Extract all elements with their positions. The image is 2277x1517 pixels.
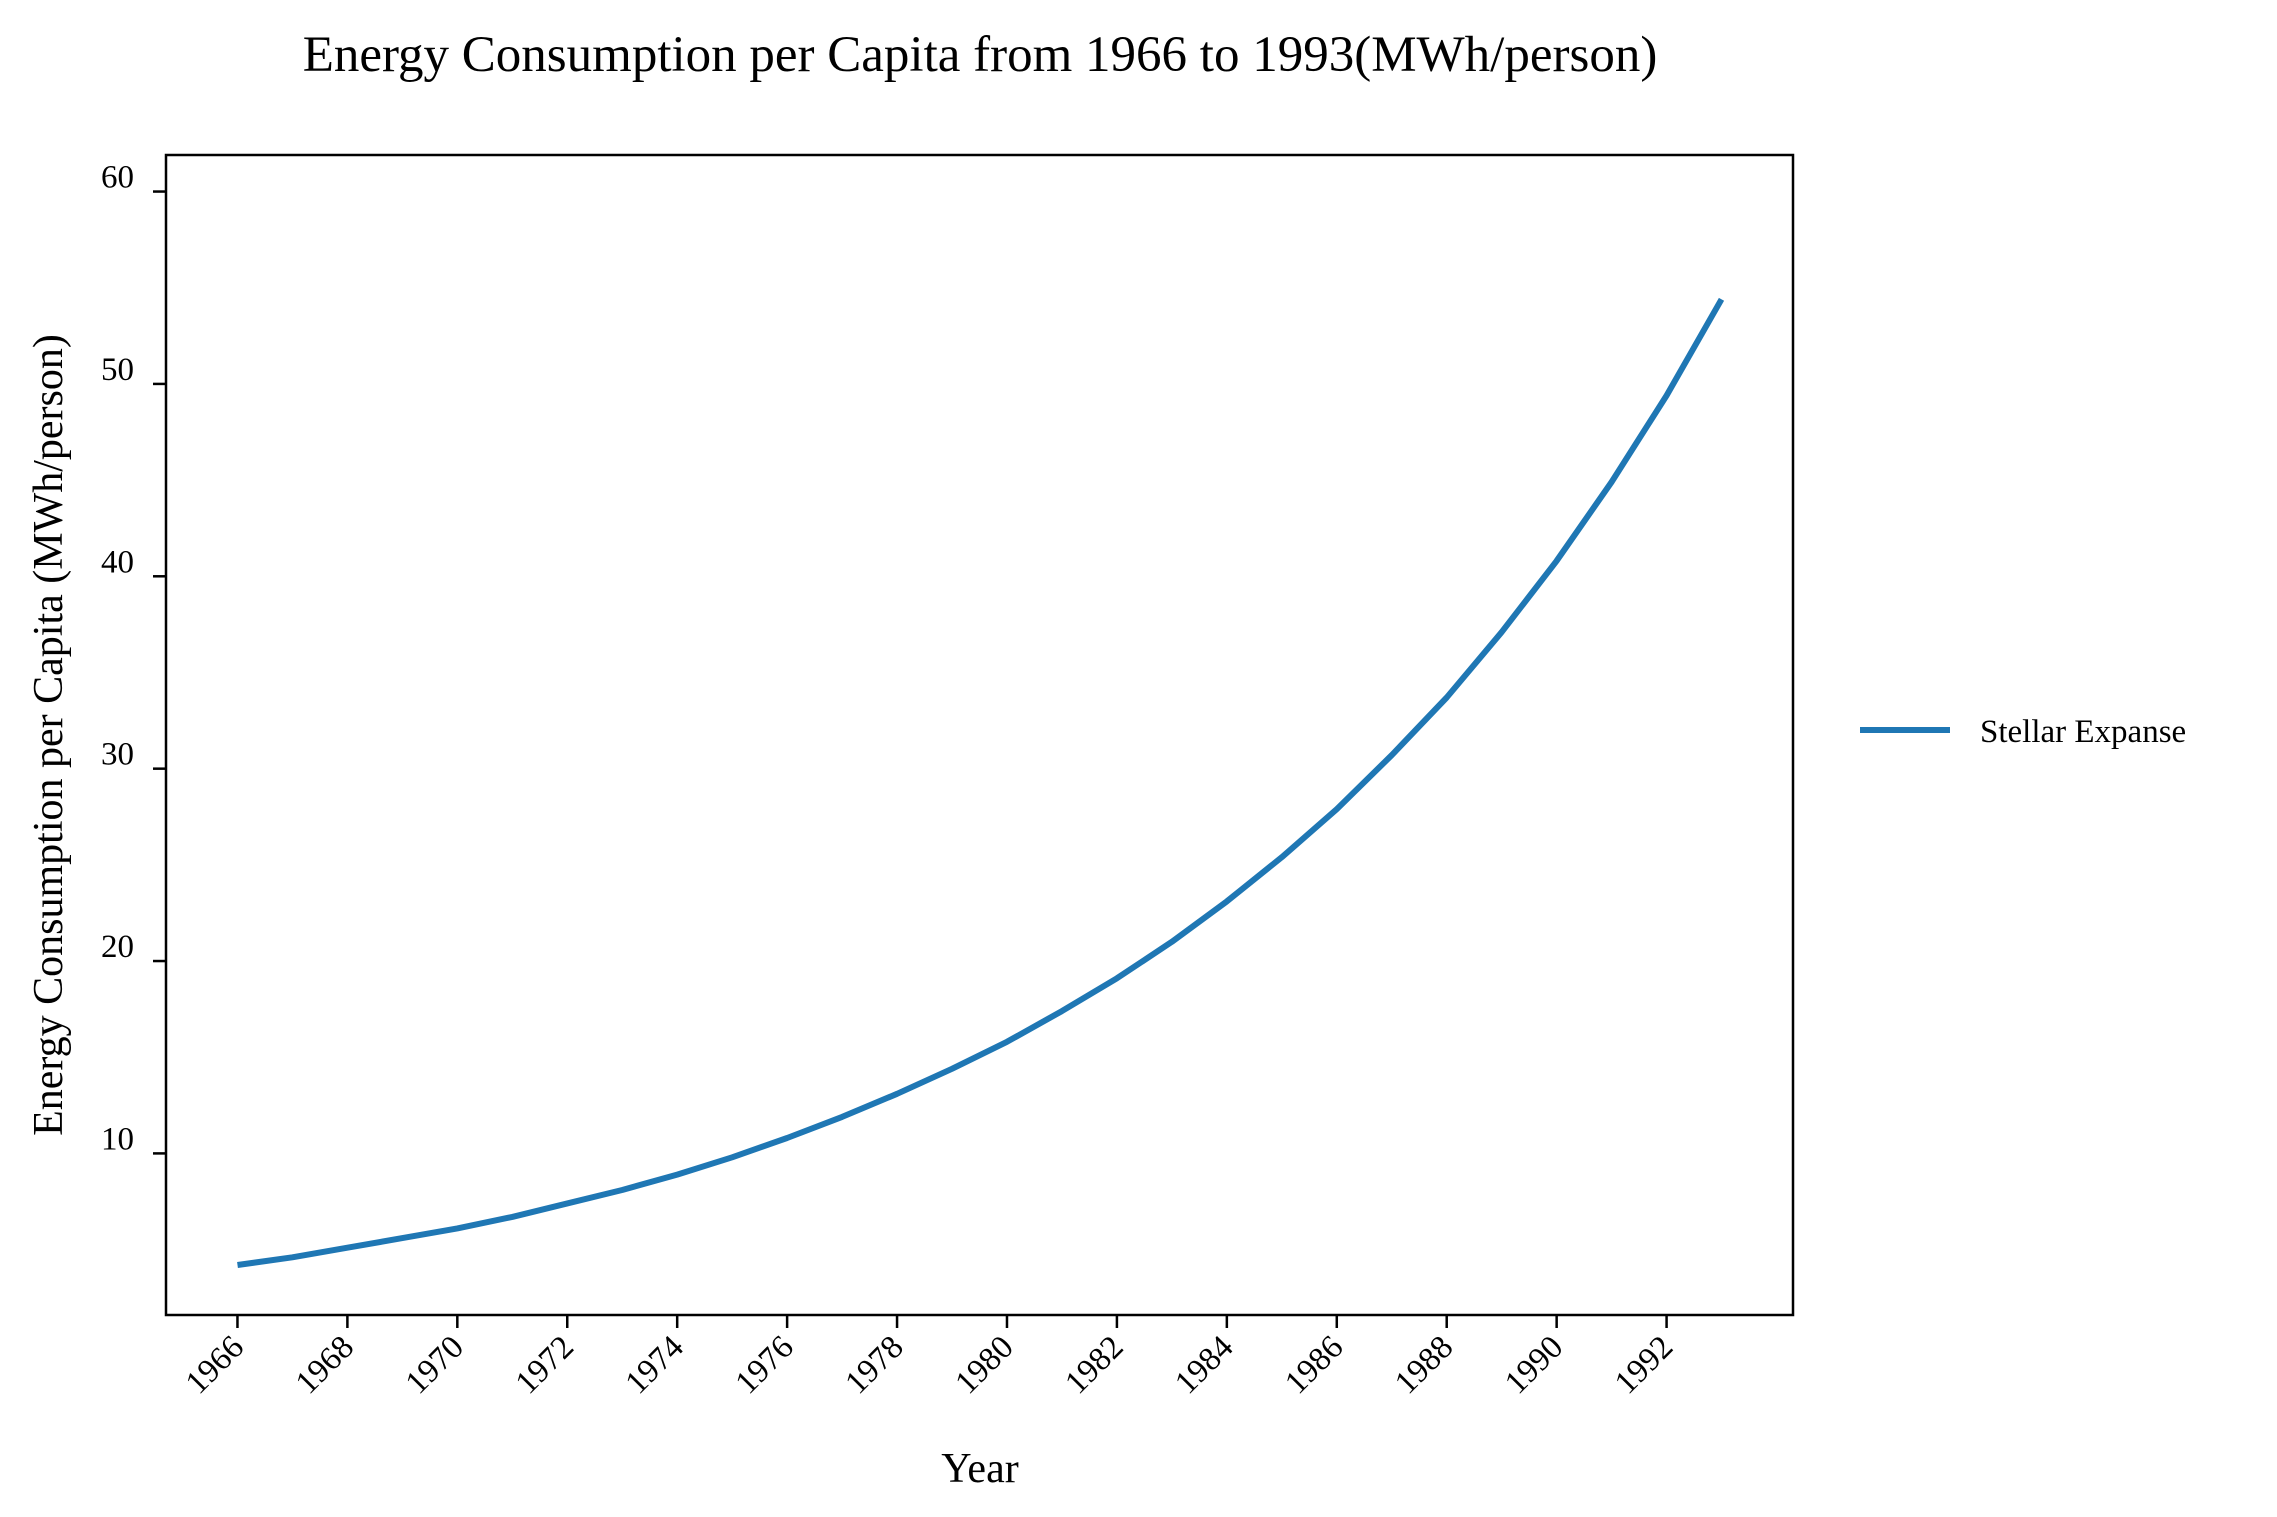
x-axis-label: Year xyxy=(941,1446,1018,1492)
data-point-stellar-expanse-1977 xyxy=(842,1116,843,1117)
x-tick-label-1972: 1972 xyxy=(509,1329,581,1401)
data-point-stellar-expanse-1978 xyxy=(897,1093,898,1094)
data-point-stellar-expanse-1976 xyxy=(787,1138,788,1139)
legend-label-stellar-expanse: Stellar Expanse xyxy=(1980,714,2186,750)
y-tick-label-10: 10 xyxy=(101,1121,134,1157)
x-tick-label-1978: 1978 xyxy=(839,1329,911,1401)
data-point-stellar-expanse-1987 xyxy=(1391,755,1392,756)
data-point-stellar-expanse-1968 xyxy=(347,1247,348,1248)
data-point-stellar-expanse-1966 xyxy=(237,1265,238,1266)
y-tick-label-30: 30 xyxy=(101,737,134,773)
x-tick-label-1976: 1976 xyxy=(729,1329,801,1401)
legend: Stellar Expanse xyxy=(1860,714,2186,750)
data-point-stellar-expanse-1986 xyxy=(1336,809,1337,810)
y-tick-label-20: 20 xyxy=(101,929,134,965)
x-tick-label-1974: 1974 xyxy=(619,1329,691,1401)
data-point-stellar-expanse-1992 xyxy=(1666,395,1667,396)
data-point-stellar-expanse-1981 xyxy=(1061,1011,1062,1012)
data-point-stellar-expanse-1990 xyxy=(1556,560,1557,561)
y-tick-label-60: 60 xyxy=(101,160,134,196)
data-point-stellar-expanse-1984 xyxy=(1226,901,1227,902)
x-tick-label-1966: 1966 xyxy=(179,1329,251,1401)
data-point-stellar-expanse-1979 xyxy=(952,1068,953,1069)
x-tick-label-1988: 1988 xyxy=(1388,1329,1460,1401)
y-axis-ticks: 10 20 30 40 50 60 xyxy=(101,160,166,1157)
x-tick-label-1986: 1986 xyxy=(1278,1329,1350,1401)
data-point-stellar-expanse-1972 xyxy=(567,1203,568,1204)
data-point-stellar-expanse-1983 xyxy=(1171,941,1172,942)
data-point-stellar-expanse-1973 xyxy=(622,1190,623,1191)
x-tick-label-1970: 1970 xyxy=(399,1329,471,1401)
x-tick-label-1982: 1982 xyxy=(1058,1329,1130,1401)
x-tick-label-1990: 1990 xyxy=(1498,1329,1570,1401)
series-layer xyxy=(237,297,1725,1268)
data-point-stellar-expanse-1988 xyxy=(1446,697,1447,698)
y-tick-label-40: 40 xyxy=(101,544,134,580)
chart-title: Energy Consumption per Capita from 1966 … xyxy=(303,27,1658,83)
x-tick-label-1968: 1968 xyxy=(289,1329,361,1401)
x-tick-label-1984: 1984 xyxy=(1168,1329,1240,1401)
data-point-stellar-expanse-1980 xyxy=(1007,1041,1008,1042)
x-axis-ticks: 1966 1968 1970 1972 1974 1976 1978 1980 1982 1984… xyxy=(179,1315,1680,1401)
data-point-stellar-expanse-1985 xyxy=(1281,857,1282,858)
data-point-stellar-expanse-1967 xyxy=(292,1257,293,1258)
data-point-stellar-expanse-1970 xyxy=(457,1228,458,1229)
y-tick-label-50: 50 xyxy=(101,352,134,388)
series-line-stellar-expanse xyxy=(237,297,1725,1268)
data-point-stellar-expanse-1974 xyxy=(677,1174,678,1175)
y-axis-label: Energy Consumption per Capita (MWh/perso… xyxy=(26,334,72,1136)
data-point-stellar-expanse-1989 xyxy=(1501,632,1502,633)
data-point-stellar-expanse-1993 xyxy=(1721,299,1722,300)
data-point-stellar-expanse-1971 xyxy=(512,1216,513,1217)
x-tick-label-1980: 1980 xyxy=(949,1329,1021,1401)
data-point-stellar-expanse-1982 xyxy=(1116,978,1117,979)
data-point-stellar-expanse-1991 xyxy=(1611,482,1612,483)
plot-frame xyxy=(164,153,1795,1317)
data-point-stellar-expanse-1975 xyxy=(732,1157,733,1158)
data-point-stellar-expanse-1969 xyxy=(402,1238,403,1239)
x-tick-label-1992: 1992 xyxy=(1608,1329,1680,1401)
